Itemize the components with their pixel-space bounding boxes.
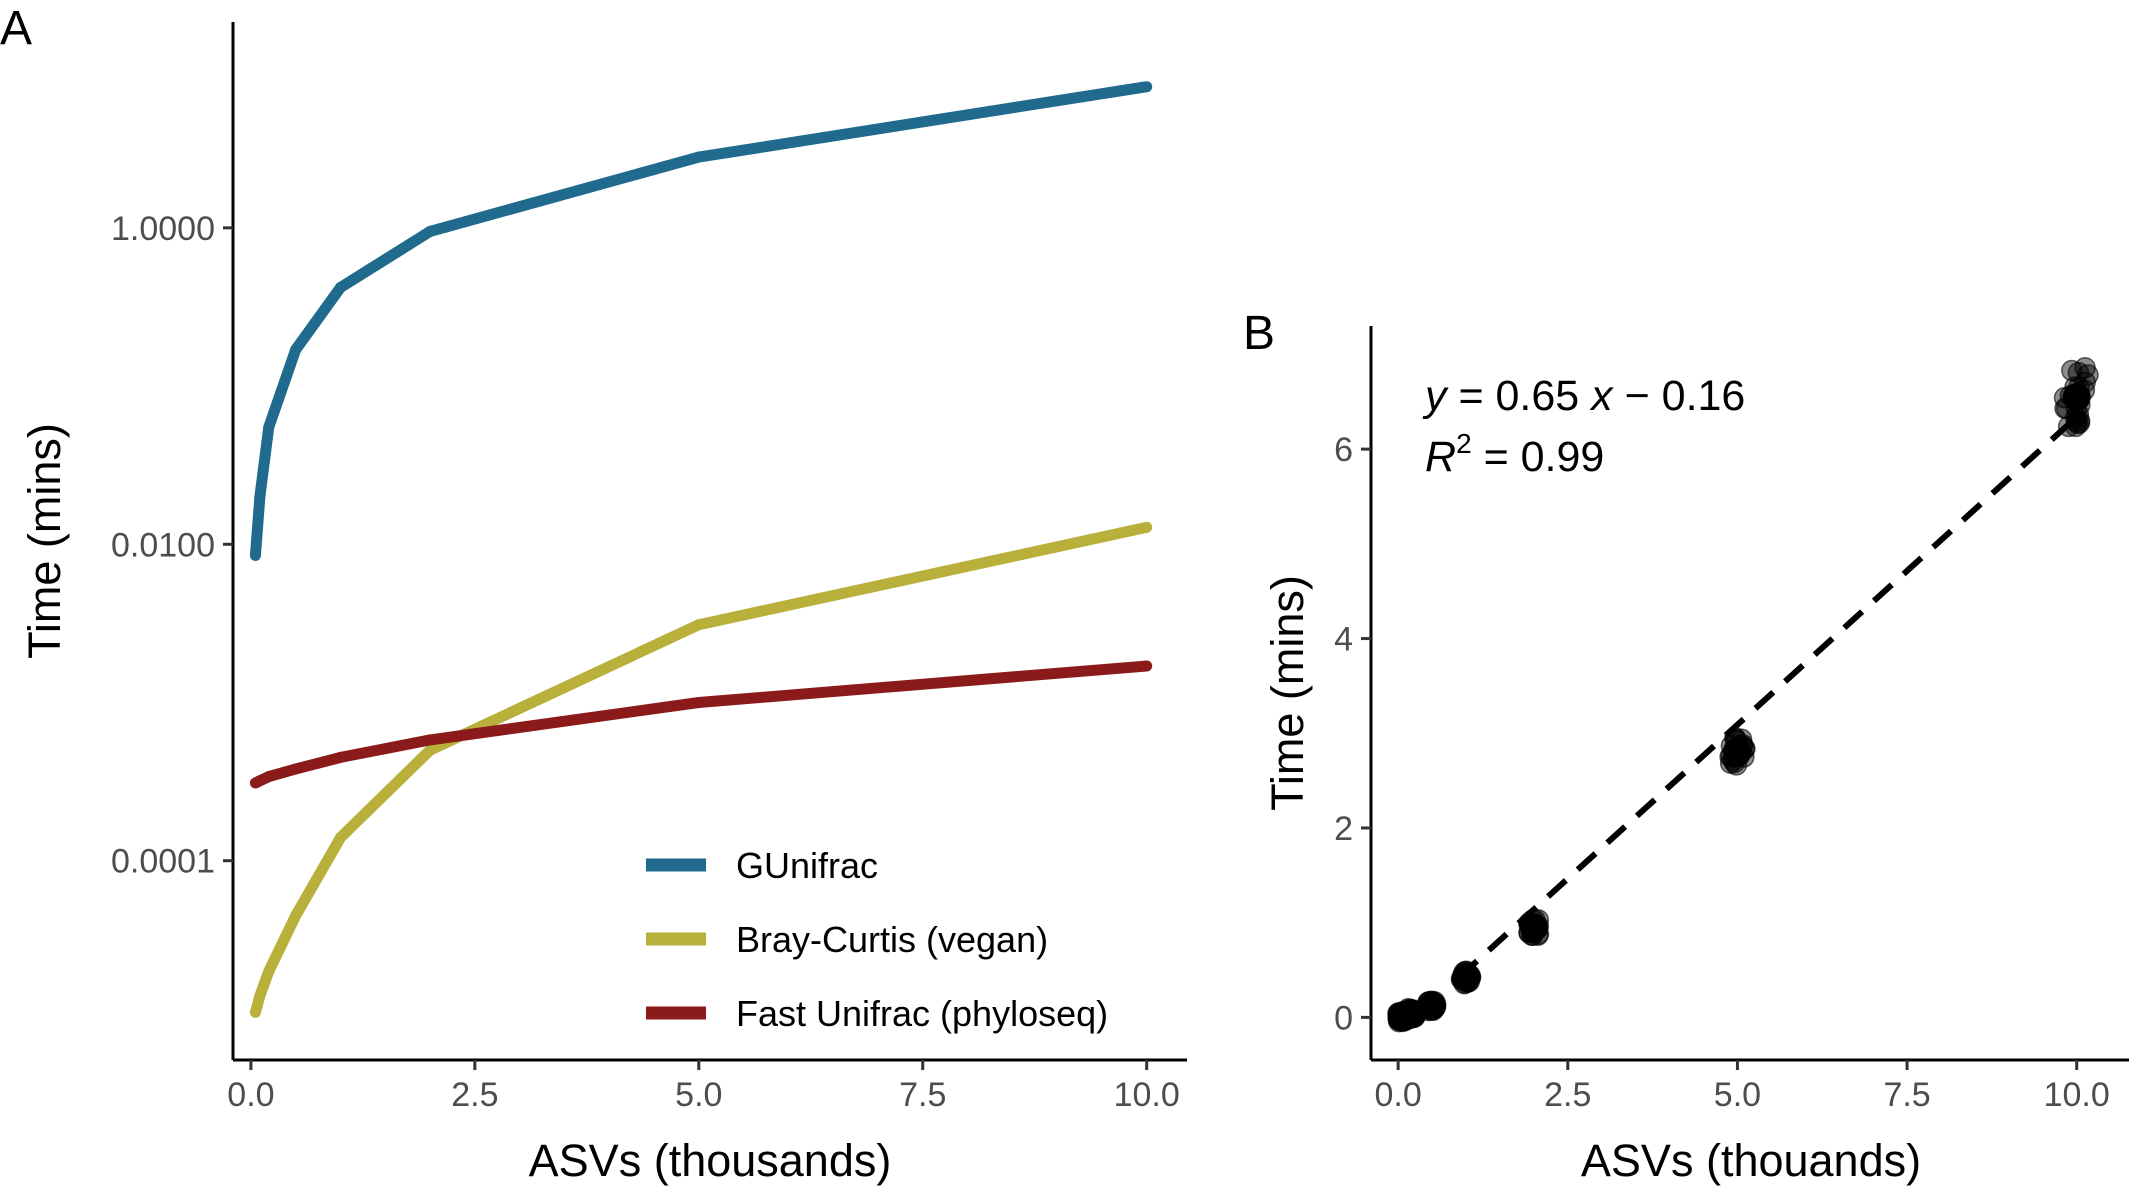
- panel-a-series-point: [263, 421, 275, 433]
- eq-y-var: y: [1422, 372, 1449, 420]
- panel-a-series-point: [1141, 81, 1153, 93]
- eq-rest: − 0.16: [1613, 372, 1746, 420]
- panel-b-y-ticks: 0 2 4 6: [1334, 431, 1371, 1037]
- panel-a-series-point: [263, 771, 275, 783]
- panel-a-series-point: [290, 910, 302, 922]
- panel-a-x-tick-label: 10.0: [1114, 1076, 1180, 1114]
- panel-a-series-point: [249, 1006, 261, 1018]
- panel-b-x-tick-label: 10.0: [2044, 1076, 2110, 1114]
- panel-a-x-tick-label: 7.5: [899, 1076, 946, 1114]
- panel-a-series-point: [290, 344, 302, 356]
- eq-mid: = 0.65: [1447, 372, 1592, 420]
- eq-x-var: x: [1589, 372, 1614, 420]
- panel-a-series-point: [424, 225, 436, 237]
- panel-a-series-point: [334, 832, 346, 844]
- panel-b-cluster-center: [1418, 992, 1447, 1021]
- panel-a-x-tick-label: 5.0: [675, 1076, 722, 1114]
- panel-a-legend: GUnifrac Bray-Curtis (vegan) Fast Unifrac …: [646, 845, 1108, 1034]
- panel-a-series-point: [290, 763, 302, 775]
- panel-a-series-point: [1141, 660, 1153, 672]
- panel-a-tag: A: [0, 2, 32, 55]
- panel-a-series-point: [1141, 521, 1153, 533]
- panel-a-y-axis-title: Time (mins): [19, 423, 70, 659]
- panel-b-x-tick-label: 5.0: [1714, 1076, 1761, 1114]
- panel-a-y-tick-label: 1.0000: [111, 210, 215, 248]
- panel-b-cluster-center: [2062, 383, 2091, 412]
- panel-a-x-axis-title: ASVs (thousands): [529, 1135, 892, 1186]
- panel-b-x-axis-title: ASVs (thouands): [1581, 1135, 1921, 1186]
- panel-a-series-line-2: [252, 660, 1148, 788]
- eq-r-rest: = 0.99: [1472, 433, 1605, 481]
- panel-b-point: [2061, 359, 2083, 382]
- panel-a: A 0.0 2.5 5.0 7.5 10.0 0.0001 0.0100 1.0000 AS…: [0, 2, 1187, 1186]
- panel-b-equation: y = 0.65 x − 0.16: [1422, 372, 1745, 420]
- panel-a-series-point: [424, 744, 436, 756]
- panel-a-series-point: [254, 990, 266, 1002]
- panel-b-x-tick-label: 0.0: [1375, 1076, 1422, 1114]
- panel-a-series-point: [249, 549, 261, 561]
- panel-a-series-point: [693, 619, 705, 631]
- panel-a-series-point: [254, 491, 266, 503]
- panel-a-x-ticks: 0.0 2.5 5.0 7.5 10.0: [227, 1060, 1180, 1114]
- panel-a-series-point: [693, 151, 705, 163]
- panel-b-y-tick-label: 0: [1334, 999, 1353, 1037]
- panel-a-series-point: [693, 696, 705, 708]
- legend-label-1: Bray-Curtis (vegan): [736, 919, 1048, 960]
- panel-b-fit-line: [1457, 414, 2079, 980]
- panel-a-series-line-0: [249, 81, 1148, 556]
- panel-b-r-squared: R2 = 0.99: [1425, 428, 1604, 481]
- panel-b-y-tick-label: 4: [1334, 621, 1353, 659]
- legend-label-2: Fast Unifrac (phyloseq): [736, 993, 1108, 1034]
- panel-a-series-point: [254, 775, 266, 787]
- panel-a-series-point: [334, 281, 346, 293]
- panel-a-series: [249, 81, 1153, 1018]
- panel-b-x-tick-label: 2.5: [1544, 1076, 1591, 1114]
- panel-b-y-tick-label: 2: [1334, 810, 1353, 848]
- panel-b-cluster-center: [1723, 738, 1752, 767]
- panel-b-y-tick-label: 6: [1334, 431, 1353, 469]
- panel-b-cluster-center: [1519, 913, 1548, 942]
- eq-r-var: R: [1425, 433, 1456, 481]
- panel-b-x-tick-label: 7.5: [1883, 1076, 1930, 1114]
- panel-b-x-ticks: 0.0 2.5 5.0 7.5 10.0: [1375, 1060, 2110, 1114]
- panel-a-series-point: [334, 751, 346, 763]
- panel-b-cluster-center: [1452, 963, 1480, 992]
- panel-a-series-point: [424, 734, 436, 746]
- legend-label-0: GUnifrac: [736, 845, 878, 886]
- panel-a-y-ticks: 0.0001 0.0100 1.0000: [111, 210, 233, 881]
- eq-r-sup: 2: [1456, 428, 1472, 459]
- panel-a-x-tick-label: 2.5: [451, 1076, 498, 1114]
- panel-b-tag: B: [1243, 307, 1275, 360]
- panel-a-series-point: [263, 965, 275, 977]
- panel-a-y-tick-label: 0.0100: [111, 526, 215, 564]
- panel-b-point: [2068, 412, 2091, 434]
- panel-b-points: [1387, 357, 2099, 1033]
- panel-a-x-tick-label: 0.0: [227, 1076, 274, 1114]
- panel-a-y-tick-label: 0.0001: [111, 843, 215, 881]
- panel-b-y-axis-title: Time (mins): [1262, 575, 1313, 811]
